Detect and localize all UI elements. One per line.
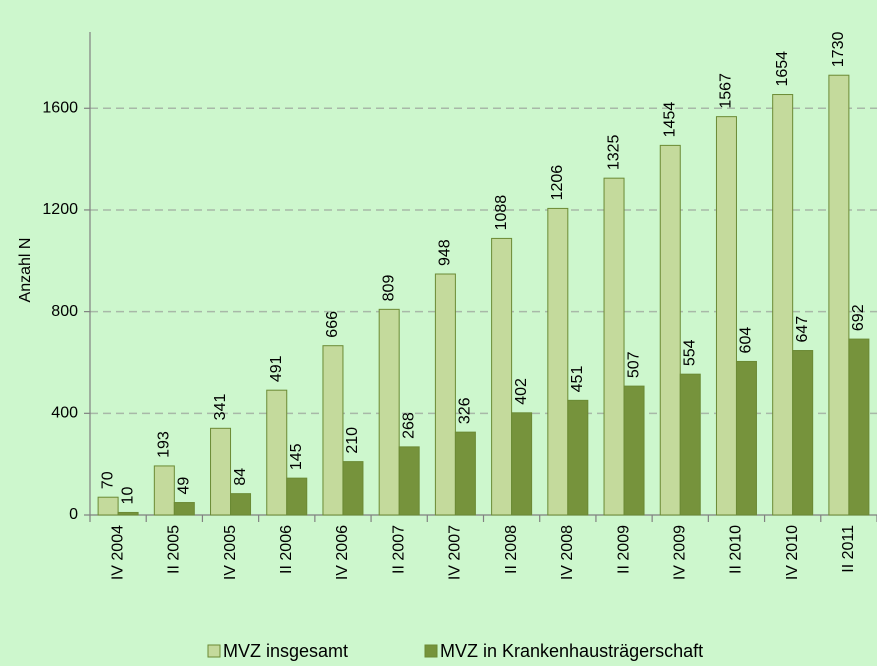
- legend-label: MVZ in Krankenhausträgerschaft: [440, 641, 703, 661]
- value-label: 193: [156, 431, 173, 458]
- x-tick-label: IV 2009: [671, 525, 688, 580]
- y-tick-label: 0: [69, 506, 78, 523]
- y-tick-label: 400: [51, 405, 78, 422]
- value-label: 692: [850, 304, 867, 331]
- legend-label: MVZ insgesamt: [223, 641, 348, 661]
- value-label: 554: [681, 339, 698, 366]
- x-tick-label: II 2008: [503, 525, 520, 574]
- value-label: 210: [344, 427, 361, 454]
- x-tick-label: II 2010: [728, 525, 745, 574]
- value-label: 604: [738, 327, 755, 354]
- bar: [792, 350, 814, 516]
- value-label: 84: [232, 468, 249, 486]
- bar: [603, 177, 625, 516]
- bar: [828, 74, 850, 516]
- value-label: 809: [380, 275, 397, 302]
- value-label: 70: [99, 471, 116, 489]
- value-label: 1654: [774, 51, 791, 87]
- x-tick-label: IV 2005: [222, 525, 239, 580]
- bar: [679, 373, 701, 516]
- y-axis-label: Anzahl N: [17, 238, 34, 303]
- bar: [547, 207, 569, 516]
- value-label: 647: [794, 316, 811, 343]
- bar: [511, 412, 533, 516]
- x-tick-label: II 2006: [278, 525, 295, 574]
- value-label: 326: [457, 397, 474, 424]
- bar: [230, 493, 252, 516]
- bar: [286, 477, 308, 516]
- x-tick-label: II 2011: [840, 525, 857, 573]
- bar: [623, 385, 645, 516]
- x-tick-label: IV 2004: [109, 525, 126, 580]
- value-label: 451: [569, 366, 586, 393]
- bar: [454, 431, 476, 516]
- bar: [434, 273, 456, 516]
- bar: [567, 399, 589, 516]
- value-label: 402: [513, 378, 530, 405]
- legend-swatch: [207, 644, 221, 658]
- value-label: 491: [268, 355, 285, 382]
- bar: [210, 427, 232, 516]
- x-tick-label: IV 2006: [334, 525, 351, 580]
- value-label: 1088: [493, 195, 510, 231]
- bar: [735, 360, 757, 516]
- bar: [772, 94, 794, 516]
- x-tick-label: IV 2007: [447, 525, 464, 580]
- value-label: 341: [212, 394, 229, 421]
- bar: [491, 237, 513, 516]
- bar: [398, 446, 420, 516]
- bar: [378, 308, 400, 516]
- bar: [342, 461, 364, 516]
- value-label: 268: [400, 412, 417, 439]
- value-label: 1567: [718, 73, 735, 109]
- value-label: 49: [176, 477, 193, 495]
- bar: [173, 502, 195, 516]
- value-label: 1206: [549, 165, 566, 201]
- value-label: 10: [119, 487, 136, 505]
- x-tick-label: IV 2010: [784, 525, 801, 580]
- value-label: 1325: [605, 134, 622, 170]
- y-tick-label: 1200: [42, 201, 78, 218]
- x-tick-label: II 2009: [615, 525, 632, 574]
- bar: [266, 389, 288, 516]
- x-tick-label: II 2005: [166, 525, 183, 574]
- value-label: 145: [288, 443, 305, 470]
- y-tick-label: 1600: [42, 99, 78, 116]
- y-tick-label: 800: [51, 303, 78, 320]
- bar: [322, 345, 344, 516]
- value-label: 1730: [830, 32, 847, 68]
- bar: [848, 338, 870, 516]
- value-label: 948: [437, 239, 454, 266]
- value-label: 666: [324, 311, 341, 338]
- bar: [153, 465, 175, 516]
- value-label: 507: [625, 351, 642, 378]
- bar: [97, 496, 119, 516]
- bar: [715, 116, 737, 516]
- legend-swatch: [424, 644, 438, 658]
- bar: [117, 511, 139, 516]
- bar: [659, 144, 681, 516]
- value-label: 1454: [661, 102, 678, 138]
- x-tick-label: II 2007: [390, 525, 407, 574]
- x-tick-label: IV 2008: [559, 525, 576, 580]
